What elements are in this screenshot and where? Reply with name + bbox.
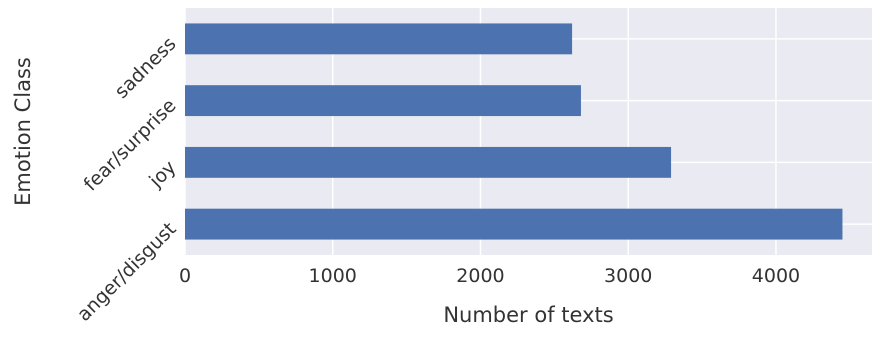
x-tick-label: 1000 xyxy=(309,265,357,287)
bar-fear-surprise xyxy=(185,85,581,117)
x-tick-label: 2000 xyxy=(456,265,504,287)
x-axis-title: Number of texts xyxy=(443,303,613,327)
bar-sadness xyxy=(185,23,573,55)
y-axis-title: Emotion Class xyxy=(11,57,35,206)
x-tick-label: 4000 xyxy=(752,265,800,287)
y-tick-label: anger/disgust xyxy=(73,218,181,326)
x-tick-labels: 0 1000 2000 3000 4000 xyxy=(179,265,800,287)
y-tick-label: joy xyxy=(144,156,180,192)
bar-anger-disgust xyxy=(185,208,843,240)
x-tick-label: 3000 xyxy=(604,265,652,287)
bars xyxy=(185,23,843,240)
bar-joy xyxy=(185,146,672,178)
y-tick-label: sadness xyxy=(110,33,180,103)
x-tick-label: 0 xyxy=(179,265,191,287)
